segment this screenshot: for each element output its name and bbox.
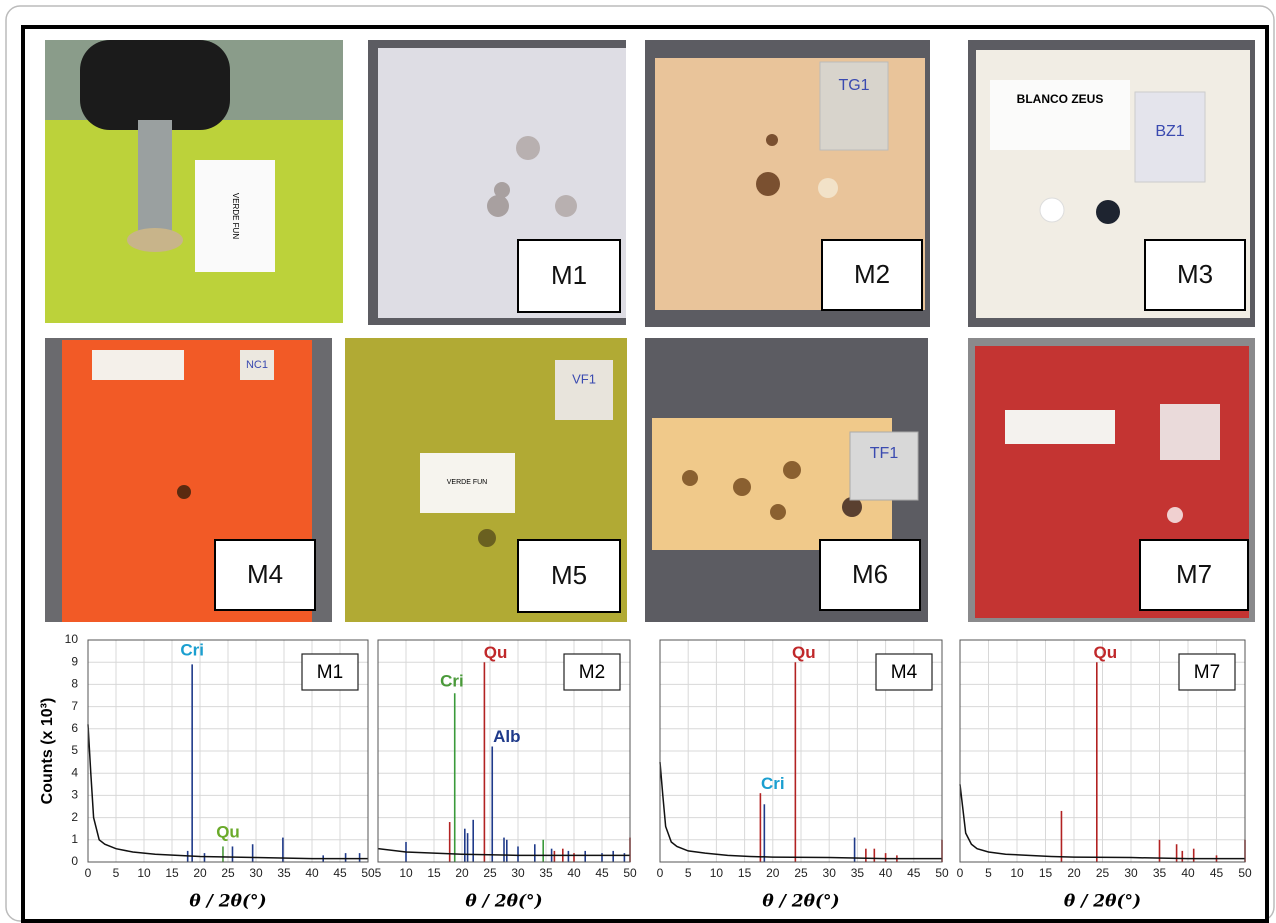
x-tick-label: 45 [1210, 866, 1224, 880]
photo: NC1 M4 [45, 338, 332, 622]
x-tick-label: 35 [277, 866, 291, 880]
annotation: Qu [216, 823, 240, 842]
photo-label: M7 [1176, 559, 1212, 589]
photo-label: M5 [551, 560, 587, 590]
x-tick-label: 30 [823, 866, 837, 880]
annotation: Qu [484, 643, 508, 662]
x-tick-label: 5 [685, 866, 692, 880]
y-tick-label: 3 [71, 788, 78, 802]
photo-label: M2 [854, 259, 890, 289]
panel-label: M2 [579, 662, 605, 683]
panel-label: M4 [891, 662, 918, 683]
y-tick-label: 9 [71, 654, 78, 668]
photo: VERDE FUN [45, 40, 343, 323]
x-tick-label: 0 [85, 866, 92, 880]
x-tick-label: 45 [595, 866, 609, 880]
y-tick-label: 1 [71, 832, 78, 846]
x-tick-label: 35 [539, 866, 553, 880]
x-axis-label: θ / 2θ(°) [465, 892, 542, 912]
y-tick-label: 0 [71, 854, 78, 868]
photo: M7 [968, 338, 1255, 622]
x-tick-label: 35 [1153, 866, 1167, 880]
x-tick-label: 15 [738, 866, 752, 880]
x-tick-label: 40 [305, 866, 319, 880]
annotation: Cri [761, 774, 785, 793]
y-tick-label: 5 [71, 743, 78, 757]
x-axis-label: θ / 2θ(°) [762, 892, 839, 912]
tile-text: TG1 [838, 77, 869, 94]
x-tick-label: 0 [657, 866, 664, 880]
x-tick-label: 10 [710, 866, 724, 880]
x-tick-label: 5 [375, 866, 382, 880]
x-tick-label: 25 [221, 866, 235, 880]
x-tick-label: 40 [567, 866, 581, 880]
x-tick-label: 45 [907, 866, 921, 880]
x-tick-label: 30 [511, 866, 525, 880]
x-tick-label: 40 [1181, 866, 1195, 880]
x-axis-label: θ / 2θ(°) [1064, 892, 1141, 912]
x-tick-label: 30 [1124, 866, 1138, 880]
annotation: Cri [180, 641, 204, 660]
figure: VERDE FUN M1 TG1 M2 BLANCO ZEUS BZ1 M3 [0, 0, 1276, 923]
y-tick-label: 2 [71, 810, 78, 824]
tile-text: BZ1 [1155, 123, 1184, 140]
annotation: Qu [1094, 643, 1118, 662]
x-tick-label: 35 [851, 866, 865, 880]
x-tick-label: 10 [399, 866, 413, 880]
tile-text: BLANCO ZEUS [1017, 92, 1104, 106]
tile-text: VERDE FUN [231, 193, 240, 239]
x-tick-label: 40 [879, 866, 893, 880]
x-tick-label: 20 [766, 866, 780, 880]
annotation: Alb [493, 727, 520, 746]
tile-text: NC1 [246, 359, 268, 371]
y-tick-label: 6 [71, 721, 78, 735]
x-tick-label: 10 [1010, 866, 1024, 880]
x-tick-label: 25 [483, 866, 497, 880]
photo: VF1 VERDE FUN M5 [345, 338, 627, 622]
photo: M1 [368, 40, 626, 325]
y-tick-label: 7 [71, 699, 78, 713]
page: {"photos": {"labels": ["M1", "M2", "M3",… [0, 0, 1276, 923]
x-tick-label: 45 [333, 866, 347, 880]
panel-label: M7 [1194, 662, 1220, 683]
y-tick-label: 4 [71, 765, 78, 779]
panel-label: M1 [317, 662, 343, 683]
x-tick-label: 30 [249, 866, 263, 880]
x-tick-label: 5 [113, 866, 120, 880]
tile-text: VERDE FUN [447, 479, 487, 486]
y-tick-label: 8 [71, 677, 78, 691]
x-tick-label: 5 [985, 866, 992, 880]
photo: TF1 M6 [645, 338, 928, 622]
x-tick-label: 50 [623, 866, 637, 880]
tile-text: TF1 [870, 445, 899, 462]
photo-label: M3 [1177, 259, 1213, 289]
y-axis-label: Counts (x 10³) [39, 698, 56, 805]
x-tick-label: 20 [1067, 866, 1081, 880]
photo: BLANCO ZEUS BZ1 M3 [968, 40, 1255, 327]
x-tick-label: 20 [455, 866, 469, 880]
annotation: Cri [440, 672, 464, 691]
x-tick-label: 10 [137, 866, 151, 880]
photo-label: M4 [247, 559, 283, 589]
x-tick-label: 25 [794, 866, 808, 880]
x-tick-label: 50 [1238, 866, 1252, 880]
x-tick-label: 15 [165, 866, 179, 880]
tile-text: VF1 [572, 371, 596, 386]
x-tick-label: 50 [935, 866, 949, 880]
photo-label: M6 [852, 559, 888, 589]
x-tick-label: 15 [1039, 866, 1053, 880]
photo-label: M1 [551, 260, 587, 290]
y-tick-label: 10 [65, 632, 79, 646]
x-tick-label: 20 [193, 866, 207, 880]
x-tick-label: 25 [1096, 866, 1110, 880]
x-axis-label: θ / 2θ(°) [189, 892, 266, 912]
x-tick-label: 0 [957, 866, 964, 880]
x-tick-label: 15 [427, 866, 441, 880]
annotation: Qu [792, 643, 816, 662]
x-tick-label: 50 [361, 866, 375, 880]
photo: TG1 M2 [645, 40, 930, 327]
